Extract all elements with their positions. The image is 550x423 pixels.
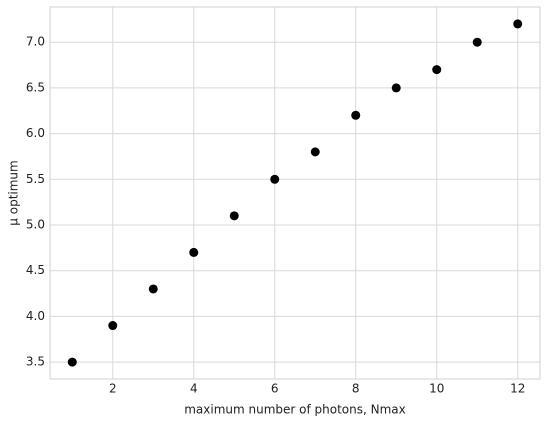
y-tick-label: 5.5: [26, 172, 45, 186]
y-tick-label: 3.5: [26, 355, 45, 369]
point: [391, 83, 401, 93]
x-tick-label: 10: [429, 382, 444, 396]
y-tick-label: 6.5: [26, 80, 45, 94]
point: [148, 284, 158, 294]
point: [67, 357, 77, 367]
point: [189, 247, 199, 257]
point: [310, 147, 320, 157]
x-tick-label: 6: [271, 382, 279, 396]
point: [432, 65, 442, 75]
point: [108, 321, 118, 331]
x-tick-label: 8: [352, 382, 360, 396]
point: [351, 110, 361, 120]
y-tick-label: 6.0: [26, 126, 45, 140]
point: [472, 37, 482, 47]
x-tick-label: 2: [109, 382, 117, 396]
y-tick-label: 5.0: [26, 217, 45, 231]
point: [270, 174, 280, 184]
y-tick-label: 4.5: [26, 263, 45, 277]
x-axis-label: maximum number of photons, Nmax: [184, 403, 406, 417]
y-tick-label: 4.0: [26, 309, 45, 323]
x-tick-label: 4: [190, 382, 198, 396]
point: [229, 211, 239, 221]
point: [513, 19, 523, 29]
plot-frame: [49, 6, 541, 380]
y-tick-label: 7.0: [26, 35, 45, 49]
x-tick-label: 12: [510, 382, 525, 396]
y-axis-label: μ optimum: [7, 160, 21, 225]
